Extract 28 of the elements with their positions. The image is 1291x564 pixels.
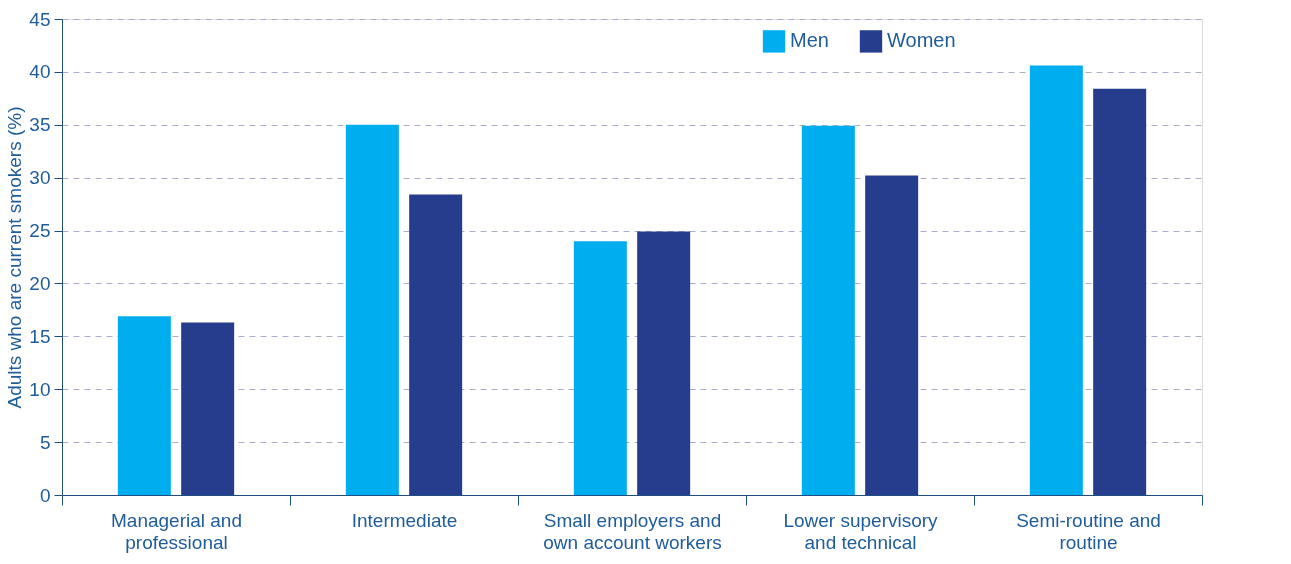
- x-tick-label: Small employers and own account workers: [543, 509, 722, 553]
- y-tick-label: 5: [39, 431, 51, 453]
- bar: [181, 322, 235, 495]
- bar: [801, 125, 855, 495]
- y-tick-label: 10: [29, 378, 51, 400]
- x-tick-label: Managerial and professional: [111, 509, 242, 553]
- y-tick-label: 35: [29, 114, 51, 136]
- y-tick-label: 20: [29, 272, 51, 294]
- bar: [117, 316, 171, 495]
- bar: [573, 241, 627, 495]
- y-tick-label: 0: [39, 484, 51, 506]
- y-tick-label: 40: [29, 61, 51, 83]
- x-tick-label: Lower supervisory and technical: [783, 509, 939, 553]
- bar: [409, 194, 463, 495]
- legend-label: Women: [887, 29, 956, 52]
- bar: [1029, 65, 1083, 495]
- legend-label: Men: [790, 29, 829, 52]
- bar: [865, 175, 919, 495]
- bar: [345, 124, 399, 495]
- bar: [1093, 88, 1147, 495]
- x-tick-label: Semi-routine and routine: [1016, 509, 1161, 553]
- y-tick-label: 30: [29, 167, 51, 189]
- y-tick-label: 15: [29, 325, 51, 347]
- y-tick-label: 45: [29, 8, 51, 30]
- x-tick-label: Intermediate: [351, 509, 458, 531]
- y-axis-title: Adults who are current smokers (%): [4, 106, 26, 409]
- y-tick-label: 25: [29, 220, 51, 242]
- bar: [637, 231, 691, 495]
